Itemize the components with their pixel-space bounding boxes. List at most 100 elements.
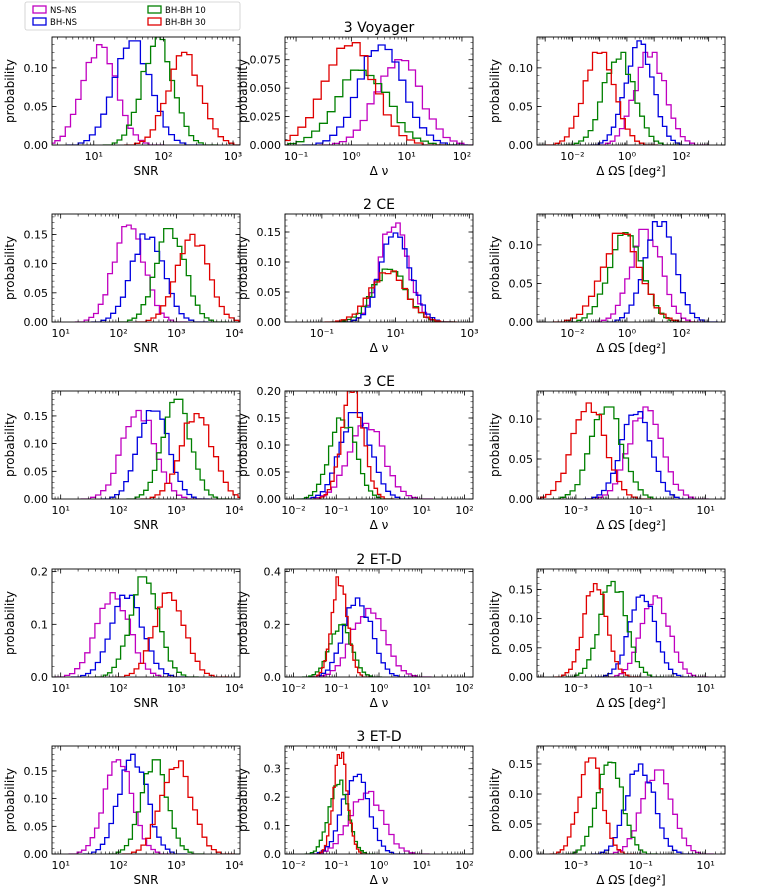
y-tick-label: 0.15: [24, 765, 49, 778]
y-axis-label: probability: [236, 413, 250, 477]
histogram-bh-bh-30: [312, 576, 370, 677]
x-tick-label: 10⁻²: [281, 682, 305, 695]
legend-label-bh-bh-30: BH-BH 30: [165, 18, 206, 28]
y-axis-label: probability: [488, 591, 502, 655]
histogram-bh-bh-10: [566, 580, 664, 677]
x-tick-label: 10³: [167, 682, 185, 695]
panel-3-voyager-dnu: 10⁻¹ 10⁰ 10¹ 10² 0.000 0.025 0.050 0.075 Δ ν prob…: [236, 20, 474, 178]
x-tick-label: 10⁴: [225, 859, 244, 872]
panel-2-ce-domega: 10⁻² 10⁰ 10² 0.00 0.05 0.10 Δ ΩS [deg²] probabi…: [488, 213, 726, 355]
x-tick-label: 10²: [672, 327, 690, 340]
histogram-bh-bh-10: [330, 268, 455, 322]
histogram-bh-bh-30: [549, 757, 635, 854]
histogram-bh-bh-10: [564, 51, 678, 145]
x-tick-label: 10⁻³: [564, 682, 588, 695]
y-tick-label: 0.0: [264, 671, 282, 684]
histograms: [74, 224, 240, 322]
x-axis-label: Δ ν: [370, 873, 389, 887]
x-tick-label: 10¹: [386, 327, 404, 340]
histograms: [545, 40, 709, 145]
x-tick-label: 10⁻¹: [324, 859, 348, 872]
histogram-bh-ns: [309, 773, 406, 854]
histogram-ns-ns: [68, 759, 173, 854]
y-tick-label: 0.05: [24, 287, 49, 300]
y-tick-label: 0.00: [509, 139, 534, 152]
histogram-bh-bh-30: [115, 592, 229, 677]
histogram-bh-ns: [590, 40, 693, 145]
y-tick-label: 0.00: [24, 139, 49, 152]
y-tick-label: 0.15: [509, 583, 534, 596]
y-tick-label: 0.2: [31, 566, 49, 579]
x-tick-label: 10⁰: [370, 682, 389, 695]
y-axis-label: probability: [3, 768, 17, 832]
y-tick-label: 0.2: [264, 618, 282, 631]
x-tick-label: 10²: [455, 682, 473, 695]
panel-3-et-d-domega: 10⁻³ 10⁻¹ 10¹ 0.00 0.05 0.10 0.15 Δ ΩS [deg²] pr…: [488, 745, 726, 887]
panel-3-et-d-dnu: 10⁻² 10⁻¹ 10⁰ 10¹ 10² 0.0 0.1 0.2 0.3 Δ ν probabil…: [236, 729, 474, 887]
x-tick-label: 10⁻¹: [310, 327, 334, 340]
y-axis-label: probability: [236, 59, 250, 123]
x-tick-label: 10⁻²: [560, 327, 584, 340]
histogram-bh-bh-10: [102, 37, 218, 145]
x-tick-label: 10²: [109, 859, 127, 872]
plot-frame: [536, 568, 726, 678]
x-tick-label: 10³: [460, 327, 478, 340]
histogram-bh-bh-10: [565, 761, 658, 854]
x-axis-label: Δ ΩS [deg²]: [596, 518, 665, 532]
y-tick-label: 0.05: [509, 277, 534, 290]
histogram-bh-bh-30: [122, 760, 235, 854]
y-tick-label: 0.00: [509, 316, 534, 329]
panel-3-ce-domega: 10⁻³ 10⁻¹ 10¹ 0.00 0.05 0.10 Δ ΩS [deg²] probab…: [488, 390, 726, 532]
histograms: [552, 221, 719, 322]
x-tick-label: 10⁰: [342, 150, 361, 163]
y-tick-label: 0.0: [31, 671, 49, 684]
y-axis-label: probability: [3, 413, 17, 477]
y-tick-label: 0.00: [509, 493, 534, 506]
legend-label-bh-ns: BH-NS: [50, 18, 77, 28]
histogram-bh-ns: [605, 221, 719, 322]
y-tick-label: 0.05: [257, 466, 282, 479]
y-tick-label: 0.05: [509, 642, 534, 655]
x-axis-label: Δ ΩS [deg²]: [596, 341, 665, 355]
histogram-bh-bh-30: [554, 582, 640, 677]
y-tick-label: 0.2: [264, 791, 282, 804]
y-tick-label: 0.00: [257, 493, 282, 506]
y-tick-label: 0.050: [250, 82, 282, 95]
plot-frame: [51, 213, 241, 323]
y-tick-label: 0.05: [24, 465, 49, 478]
histogram-bh-bh-10: [302, 623, 383, 677]
plot-frame: [51, 390, 241, 500]
x-axis-label: Δ ΩS [deg²]: [596, 164, 665, 178]
y-tick-label: 0.10: [257, 439, 282, 452]
x-axis-label: Δ ΩS [deg²]: [596, 873, 665, 887]
x-axis-label: Δ ΩS [deg²]: [596, 696, 665, 710]
x-tick-label: 10¹: [85, 150, 103, 163]
panel-3-voyager-snr: 10¹ 10² 10³ 0.00 0.05 0.10 SNR probability: [3, 36, 242, 178]
y-tick-label: 0.10: [24, 793, 49, 806]
x-tick-label: 10¹: [51, 504, 69, 517]
histograms: [296, 391, 433, 499]
x-tick-label: 10¹: [696, 504, 714, 517]
x-tick-label: 10²: [455, 504, 473, 517]
x-tick-label: 10⁻¹: [629, 859, 653, 872]
panel-2-et-d-snr: 10¹ 10² 10³ 10⁴ 0.0 0.1 0.2 SNR probability: [3, 566, 244, 710]
histograms: [54, 576, 229, 677]
x-tick-label: 10⁰: [618, 327, 637, 340]
plot-frame: [536, 213, 726, 323]
x-tick-label: 10³: [224, 150, 242, 163]
plot-frame: [536, 36, 726, 146]
plot-frame: [284, 745, 474, 855]
histogram-bh-ns: [583, 411, 693, 499]
plot-frame: [536, 390, 726, 500]
legend-frame: [24, 1, 241, 31]
x-tick-label: 10⁻²: [281, 859, 305, 872]
y-axis-label: probability: [236, 768, 250, 832]
histogram-ns-ns: [343, 222, 449, 322]
x-axis-label: SNR: [134, 341, 159, 355]
panel-3-ce-snr: 10¹ 10² 10³ 10⁴ 0.00 0.05 0.10 0.15 SNR probabili…: [3, 390, 244, 532]
y-axis-label: probability: [488, 413, 502, 477]
plot-frame: [51, 36, 241, 146]
panel-3-et-d-snr: 10¹ 10² 10³ 10⁴ 0.00 0.05 0.10 0.15 SNR probabili…: [3, 745, 244, 887]
x-tick-label: 10²: [109, 504, 127, 517]
